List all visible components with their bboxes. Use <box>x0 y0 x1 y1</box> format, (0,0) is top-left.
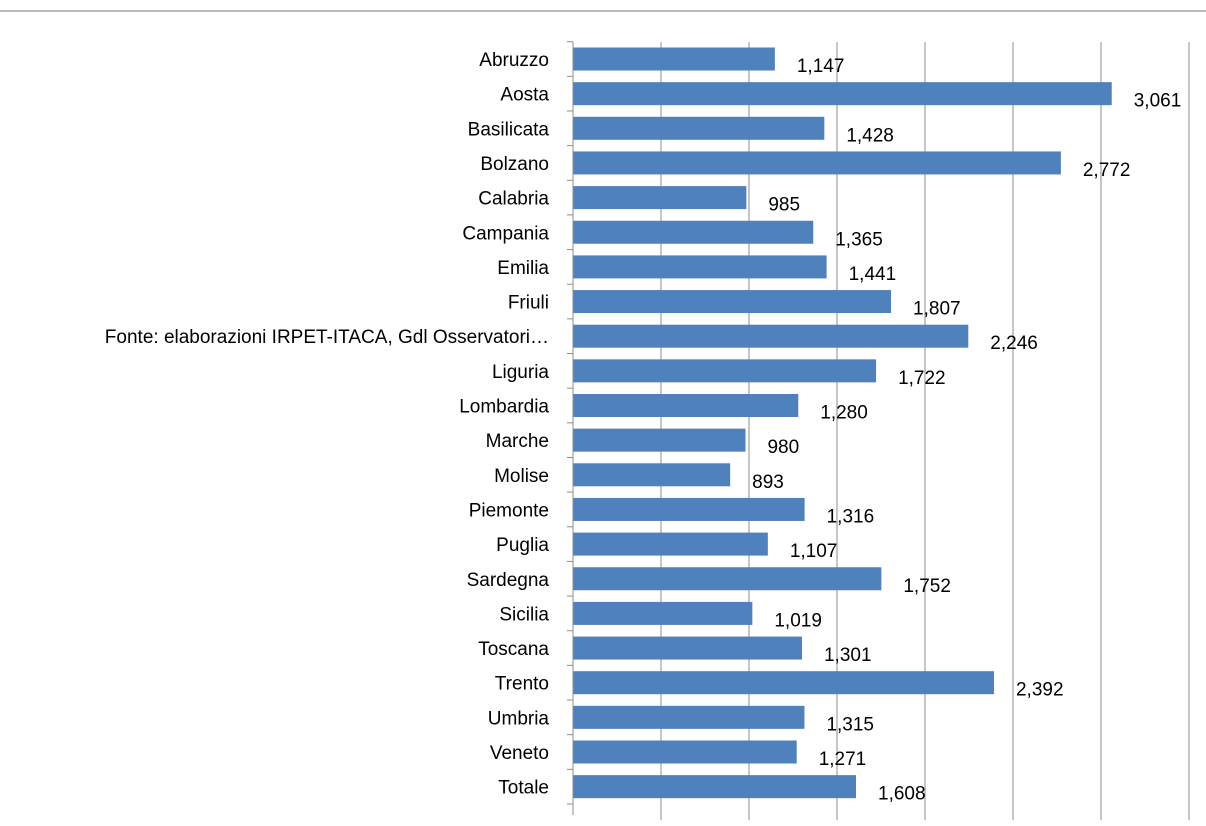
data-labels: 1,147 3,061 1,428 2,772 985 1,365 1,441 1,807 2,… <box>752 56 1181 805</box>
category-label: Fonte: elaborazioni IRPET-ITACA, Gdl Oss… <box>105 327 549 348</box>
data-label: 893 <box>752 472 784 493</box>
category-label: Emilia <box>497 258 549 279</box>
data-label: 1,019 <box>774 610 822 631</box>
category-label: Piemonte <box>469 500 549 521</box>
category-label: Campania <box>462 223 549 244</box>
bar <box>573 636 802 660</box>
data-label: 985 <box>768 195 800 216</box>
data-label: 1,608 <box>878 784 926 805</box>
data-label: 1,722 <box>898 368 946 389</box>
bar <box>573 82 1112 106</box>
category-label: Bolzano <box>480 154 549 175</box>
category-label: Trento <box>495 674 549 695</box>
category-label: Toscana <box>478 639 549 660</box>
data-label: 3,061 <box>1134 91 1182 112</box>
bar <box>573 497 805 521</box>
bar <box>573 428 746 452</box>
category-label: Friuli <box>508 293 549 314</box>
bar <box>573 151 1061 175</box>
category-label: Lombardia <box>459 397 549 418</box>
data-label: 1,315 <box>826 714 874 735</box>
category-label: Liguria <box>492 362 549 383</box>
data-label: 1,807 <box>913 299 961 320</box>
data-label: 1,752 <box>903 576 951 597</box>
bars <box>573 47 1112 799</box>
bar <box>573 567 882 591</box>
data-label: 1,147 <box>797 56 845 77</box>
category-label: Abruzzo <box>479 50 549 71</box>
category-label: Umbria <box>488 708 550 729</box>
bar <box>573 47 775 71</box>
bar <box>573 705 805 729</box>
bar <box>573 324 969 348</box>
bar <box>573 359 877 383</box>
bar <box>573 671 994 695</box>
bar <box>573 255 827 279</box>
bar <box>573 532 768 556</box>
data-label: 1,428 <box>846 125 894 146</box>
bar <box>573 186 747 210</box>
category-labels: Abruzzo Aosta Basilicata Bolzano Calabria Cam… <box>105 50 550 799</box>
category-label: Marche <box>486 431 549 452</box>
bar <box>573 775 857 799</box>
bar <box>573 740 797 764</box>
data-label: 1,271 <box>819 749 867 770</box>
bar <box>573 394 799 417</box>
data-label: 1,441 <box>849 264 897 285</box>
data-label: 980 <box>767 437 799 458</box>
data-label: 2,246 <box>990 333 1038 354</box>
category-label: Totale <box>498 778 549 799</box>
bar <box>573 290 892 314</box>
data-label: 2,772 <box>1083 160 1131 181</box>
category-axis <box>567 41 1190 820</box>
bar <box>573 463 731 487</box>
category-label: Sicilia <box>499 604 549 625</box>
category-label: Aosta <box>500 85 549 106</box>
category-label: Veneto <box>490 743 549 764</box>
category-label: Molise <box>494 466 549 487</box>
category-label: Sardegna <box>467 570 550 591</box>
bar <box>573 220 814 244</box>
bar <box>573 116 825 140</box>
bar <box>573 601 753 625</box>
data-label: 1,301 <box>824 645 872 666</box>
data-label: 1,280 <box>820 403 868 424</box>
data-label: 1,316 <box>827 506 875 527</box>
category-label: Basilicata <box>468 119 550 140</box>
data-label: 2,392 <box>1016 680 1064 701</box>
data-label: 1,365 <box>835 229 883 250</box>
data-label: 1,107 <box>790 541 838 562</box>
category-label: Puglia <box>496 535 549 556</box>
category-label: Calabria <box>478 189 549 210</box>
